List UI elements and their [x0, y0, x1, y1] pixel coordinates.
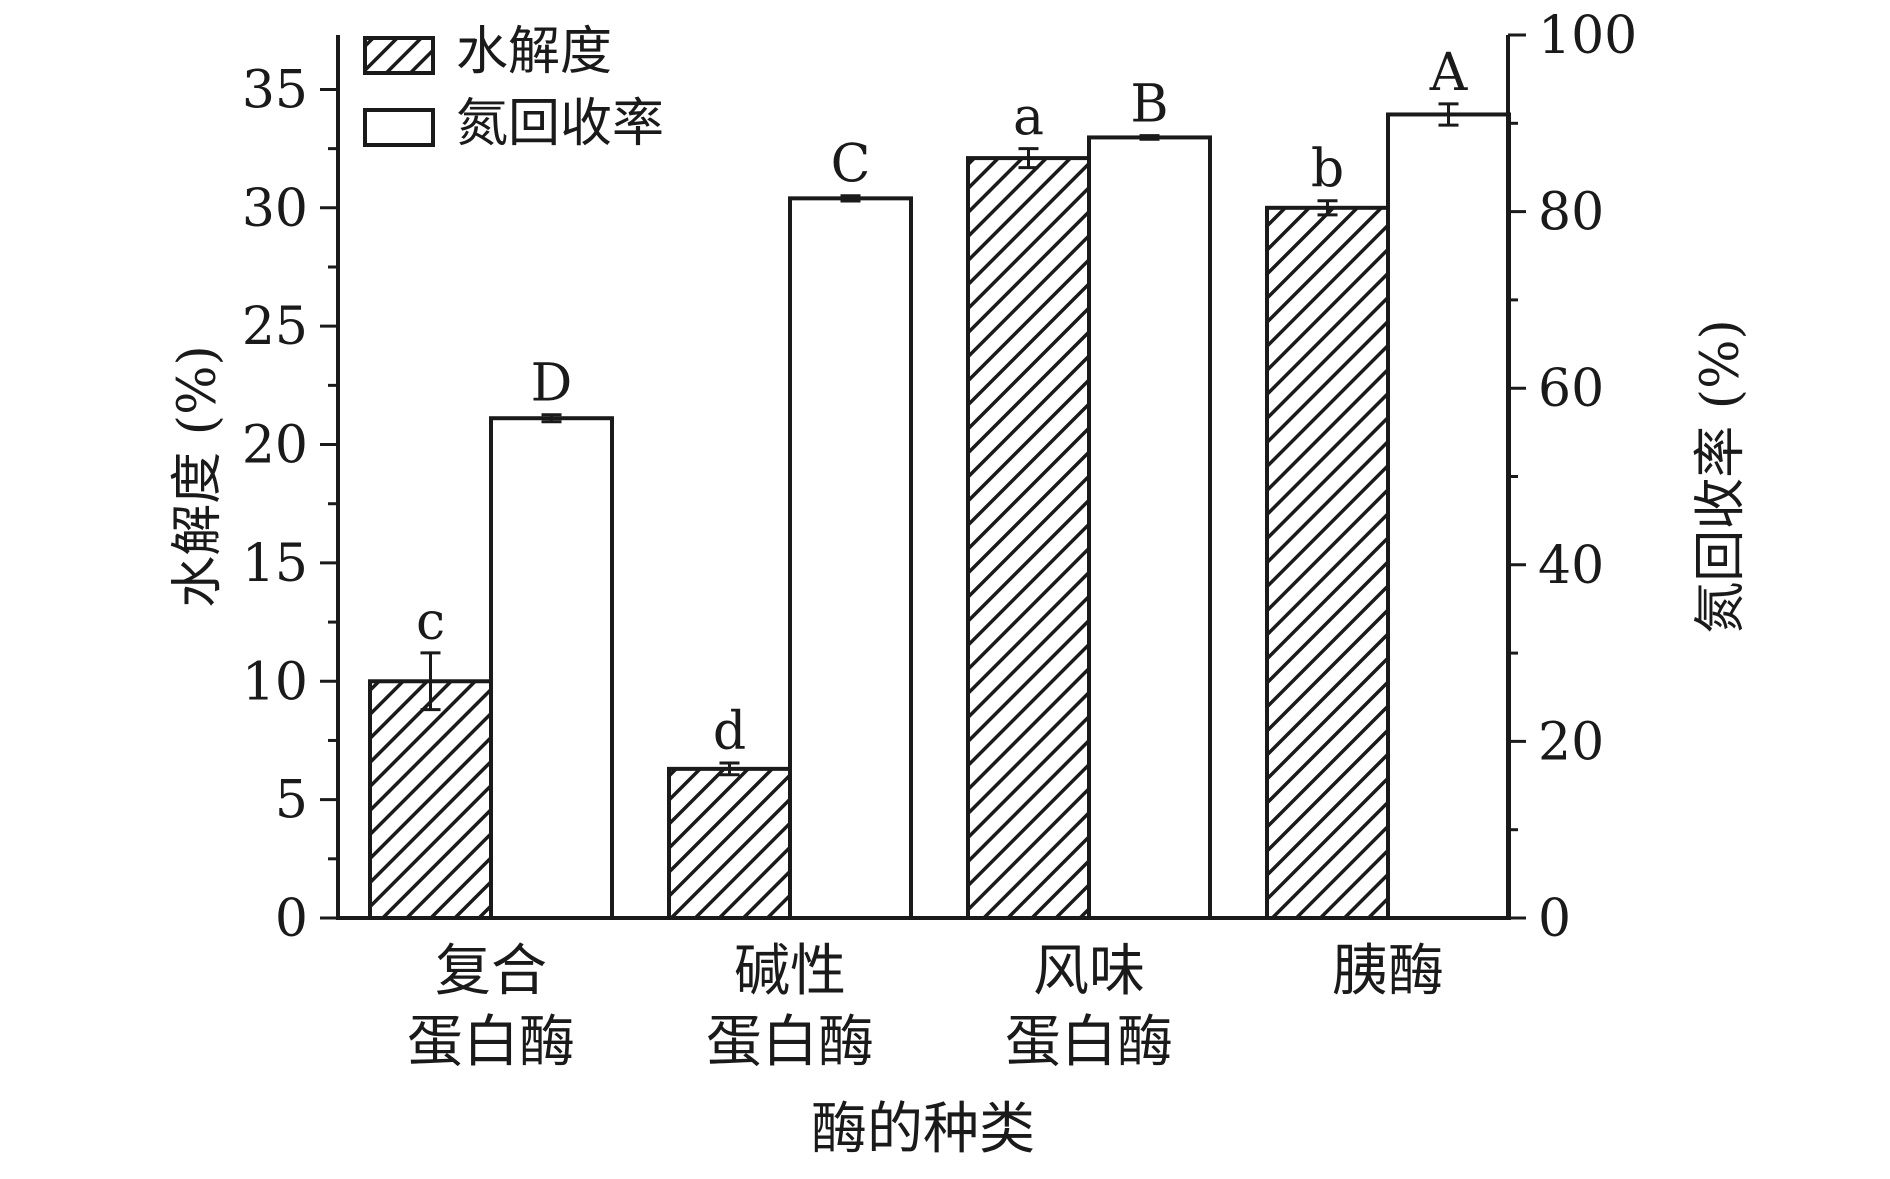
bar-hydrolysis-2 — [667, 766, 792, 920]
y-left-tick-label: 5 — [275, 771, 308, 831]
category-label: 蛋白酶 — [407, 1010, 575, 1075]
y-left-tick-label: 35 — [242, 60, 308, 120]
significance-label: D — [531, 354, 573, 414]
y-left-tick-label: 30 — [242, 179, 308, 239]
category-label: 碱性 — [734, 939, 846, 1004]
y-left-tick-label: 20 — [242, 416, 308, 476]
bar-nitrogen-2 — [788, 196, 913, 921]
bar-hydrolysis-3 — [966, 156, 1091, 921]
y-left-tick-label: 25 — [242, 297, 308, 357]
legend-label-1: 水解度 — [456, 22, 612, 82]
bar-nitrogen-4 — [1386, 112, 1511, 921]
y-right-tick-label: 60 — [1538, 359, 1604, 419]
y-right-tick-label: 100 — [1538, 6, 1637, 66]
significance-label: b — [1311, 140, 1344, 200]
y-left-tick-label: 0 — [275, 889, 308, 949]
category-label: 蛋白酶 — [1005, 1010, 1173, 1075]
bar-hydrolysis-1 — [368, 679, 493, 920]
bar-nitrogen-1 — [489, 416, 614, 920]
significance-label: B — [1130, 75, 1168, 135]
bar-hydrolysis-4 — [1265, 205, 1390, 921]
legend-label-2: 氮回收率 — [456, 94, 664, 154]
y-right-tick-label: 20 — [1538, 712, 1604, 772]
y-left-tick-label: 10 — [242, 652, 308, 712]
bar-nitrogen-3 — [1087, 135, 1212, 921]
y-axis-left-title: 水解度 (%) — [168, 345, 228, 608]
category-label: 复合 — [435, 939, 547, 1004]
significance-label: A — [1429, 43, 1469, 103]
y-left-tick-label: 15 — [242, 534, 308, 594]
significance-label: d — [713, 702, 746, 762]
significance-label: a — [1013, 88, 1044, 148]
category-label: 蛋白酶 — [706, 1010, 874, 1075]
y-right-tick-label: 80 — [1538, 183, 1604, 243]
y-axis-right-title: 氮回收率 (%) — [1691, 319, 1751, 634]
significance-label: c — [416, 592, 445, 652]
legend-swatch-2 — [363, 108, 435, 147]
category-label: 风味 — [1033, 939, 1145, 1004]
legend-swatch-1 — [363, 36, 435, 75]
x-axis-title: 酶的种类 — [811, 1097, 1035, 1162]
category-label: 胰酶 — [1332, 939, 1444, 1004]
y-right-tick-label: 40 — [1538, 536, 1604, 596]
y-right-tick-label: 0 — [1538, 889, 1571, 949]
significance-label: C — [831, 135, 871, 195]
